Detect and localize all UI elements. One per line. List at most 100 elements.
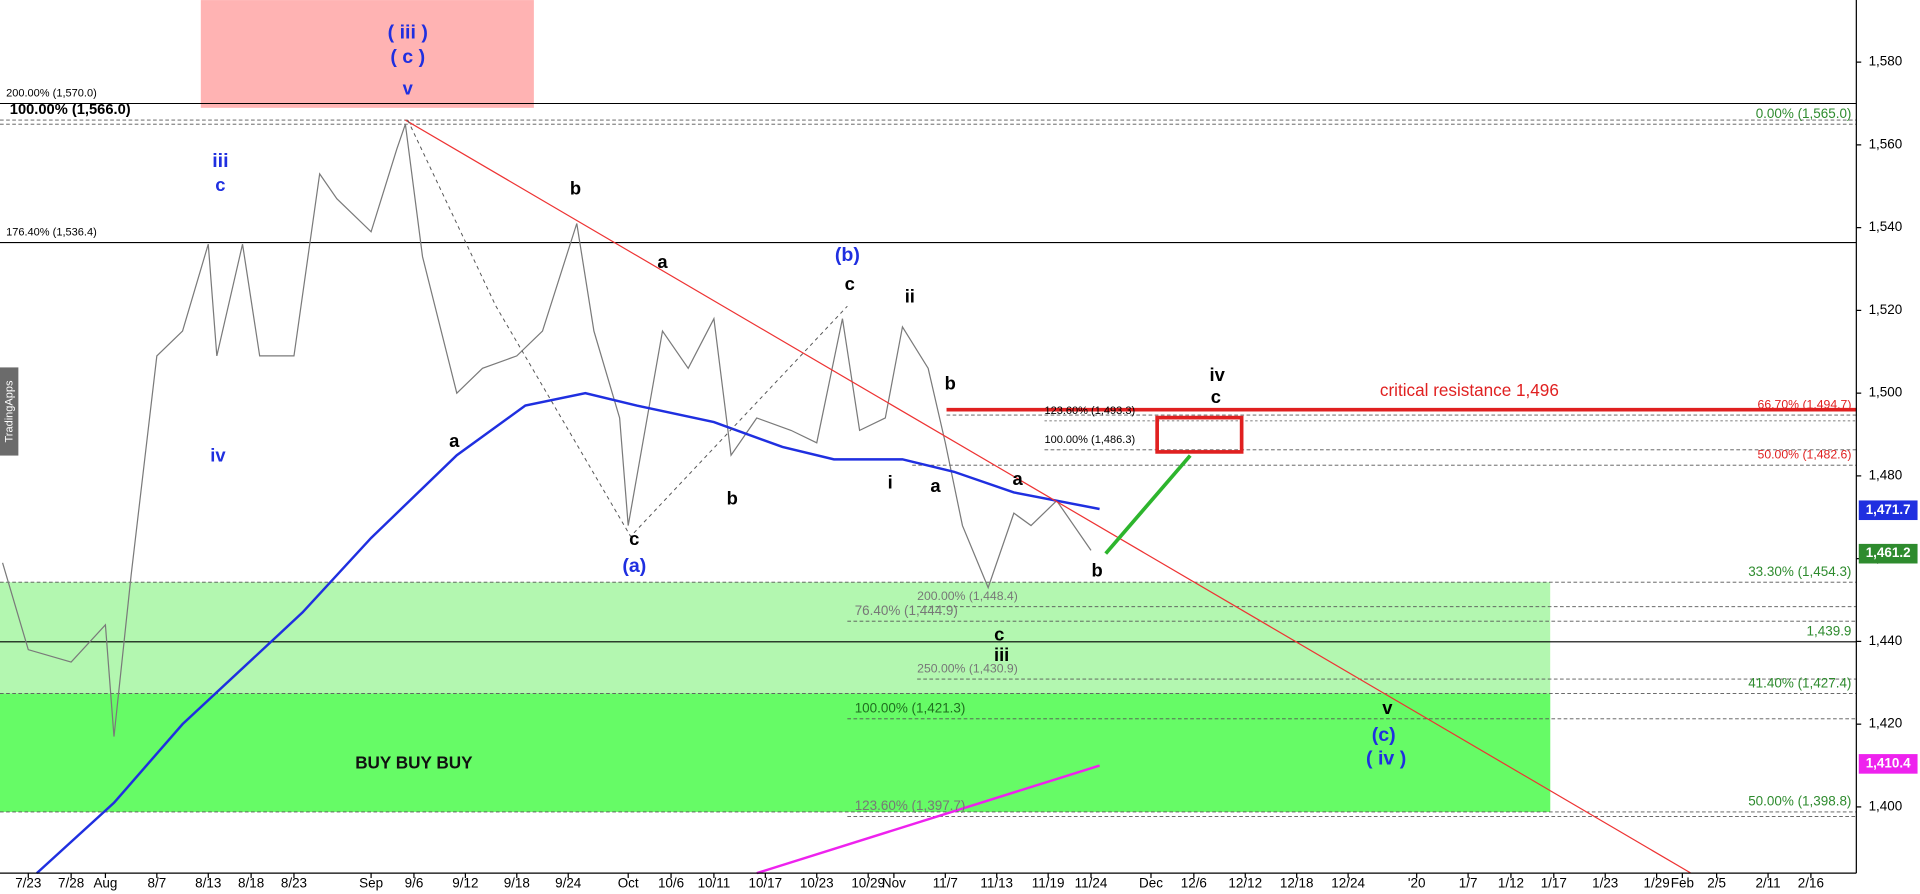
wave-label: a	[1012, 468, 1023, 489]
x-tick-label: 10/23	[800, 876, 834, 891]
x-tick-label: 11/19	[1032, 876, 1065, 891]
level-label: 123.60% (1,397.7)	[855, 798, 966, 813]
x-tick-label: Oct	[618, 876, 639, 891]
wave-label: i	[888, 472, 893, 493]
level-label: 100.00% (1,421.3)	[855, 701, 966, 716]
x-tick-label: 2/11	[1755, 876, 1780, 891]
x-tick-label: 12/6	[1181, 876, 1207, 891]
x-tick-label: 12/12	[1228, 876, 1262, 891]
wave-label: c	[845, 273, 855, 294]
x-tick-label: 12/18	[1280, 876, 1314, 891]
y-tick-label: 1,580	[1869, 54, 1903, 69]
y-tick-label: 1,560	[1869, 136, 1903, 151]
level-label: 50.00% (1,482.6)	[1758, 448, 1852, 462]
wave-label: b	[1092, 560, 1103, 581]
x-tick-label: Aug	[93, 876, 117, 891]
y-tick-label: 1,520	[1869, 302, 1903, 317]
wave-label: (c)	[1372, 724, 1396, 746]
target-zone	[200, 0, 534, 108]
zones	[0, 582, 1551, 812]
x-tick-label: Nov	[882, 876, 906, 891]
wave-label: ( iv )	[1366, 747, 1406, 769]
x-tick-label: 12/24	[1331, 876, 1365, 891]
price-tag-label: 1,471.7	[1866, 502, 1911, 517]
x-tick-label: 8/18	[238, 876, 264, 891]
wave-label: (b)	[835, 244, 860, 266]
price-tag-label: 1,410.4	[1866, 755, 1911, 770]
x-tick-label: 1/12	[1498, 876, 1524, 891]
y-tick-label: 1,400	[1869, 798, 1903, 813]
side-label: TradingApps	[4, 380, 16, 443]
x-tick-label: 1/17	[1541, 876, 1567, 891]
x-tick-label: 11/7	[933, 876, 958, 891]
x-tick-label: 7/28	[58, 876, 84, 891]
price-tag-label: 1,461.2	[1866, 545, 1911, 560]
x-tick-label: 10/11	[698, 876, 731, 891]
y-tick-label: 1,440	[1869, 633, 1903, 648]
wave-label: c	[994, 623, 1004, 644]
wave-label: iii	[994, 644, 1009, 665]
level-label: 1,439.9	[1807, 624, 1852, 639]
resistance-label: critical resistance 1,496	[1380, 380, 1559, 400]
level-label: 76.40% (1,444.9)	[855, 603, 958, 618]
x-tick-label: 2/16	[1798, 876, 1824, 891]
wave-label: ( iii )	[388, 21, 428, 43]
axes: 1,4001,4201,4401,4601,4801,5001,5201,540…	[15, 54, 1918, 891]
series	[1, 119, 1692, 875]
wave-label: c	[215, 174, 225, 195]
y-tick-label: 1,420	[1869, 716, 1903, 731]
price-tag	[1858, 543, 1918, 564]
labels: BUY BUY BUY 200.00% (1,570.0) 100.00% (1,5…	[6, 21, 1851, 813]
x-tick-label: 1/29	[1644, 876, 1670, 891]
series-line	[756, 764, 1100, 875]
level-label: 176.40% (1,536.4)	[6, 227, 97, 239]
x-tick-label: 11/24	[1075, 876, 1108, 891]
y-tick-label: 1,500	[1869, 385, 1903, 400]
x-tick-label: 8/23	[281, 876, 307, 891]
price-tag	[1858, 500, 1918, 521]
level-label: 0.00% (1,565.0)	[1756, 106, 1852, 121]
x-tick-label: Dec	[1139, 876, 1163, 891]
level-label: 33.30% (1,454.3)	[1748, 564, 1851, 579]
x-tick-label: Sep	[359, 876, 383, 891]
y-tick-label: 1,480	[1869, 467, 1903, 482]
level-label: 250.00% (1,430.9)	[917, 662, 1018, 676]
level-label: 50.00% (1,398.8)	[1748, 794, 1851, 809]
wave-label: ( c )	[390, 46, 425, 68]
x-tick-label: 7/23	[15, 876, 41, 891]
series-line	[36, 391, 1100, 875]
wave-label: v	[403, 77, 414, 98]
series-line	[405, 119, 1692, 874]
level-label: 66.70% (1,494.7)	[1758, 398, 1852, 412]
wave-label: b	[727, 487, 738, 508]
wave-path	[407, 119, 848, 538]
x-tick-label: 9/18	[504, 876, 530, 891]
x-tick-label: Feb	[1671, 876, 1694, 891]
price-tag	[1858, 754, 1918, 774]
wave-label: iii	[212, 150, 228, 172]
x-tick-label: 8/7	[147, 876, 166, 891]
level-label: 100.00% (1,566.0)	[10, 102, 131, 118]
x-tick-label: 10/6	[658, 876, 684, 891]
zone	[0, 693, 1551, 812]
x-tick-label: 1/7	[1459, 876, 1478, 891]
x-tick-label: 8/13	[195, 876, 221, 891]
zone-label: BUY BUY BUY	[355, 753, 473, 773]
x-tick-label: 9/6	[405, 876, 424, 891]
series-line	[1, 123, 1092, 737]
x-tick-label: 2/5	[1707, 876, 1726, 891]
x-tick-label: 11/13	[980, 876, 1013, 891]
x-tick-label: 10/17	[748, 876, 782, 891]
wave-label: b	[570, 178, 581, 199]
side-tab	[0, 367, 19, 456]
projection-arrow	[1104, 454, 1192, 555]
x-tick-label: 10/29	[851, 876, 885, 891]
level-label: 100.00% (1,486.3)	[1044, 434, 1135, 446]
x-tick-label: 9/12	[452, 876, 478, 891]
wave-label: a	[449, 430, 460, 451]
wave-label: c	[1211, 386, 1221, 407]
y-axis-panel	[1856, 0, 1920, 894]
x-tick-label: '20	[1408, 876, 1426, 891]
